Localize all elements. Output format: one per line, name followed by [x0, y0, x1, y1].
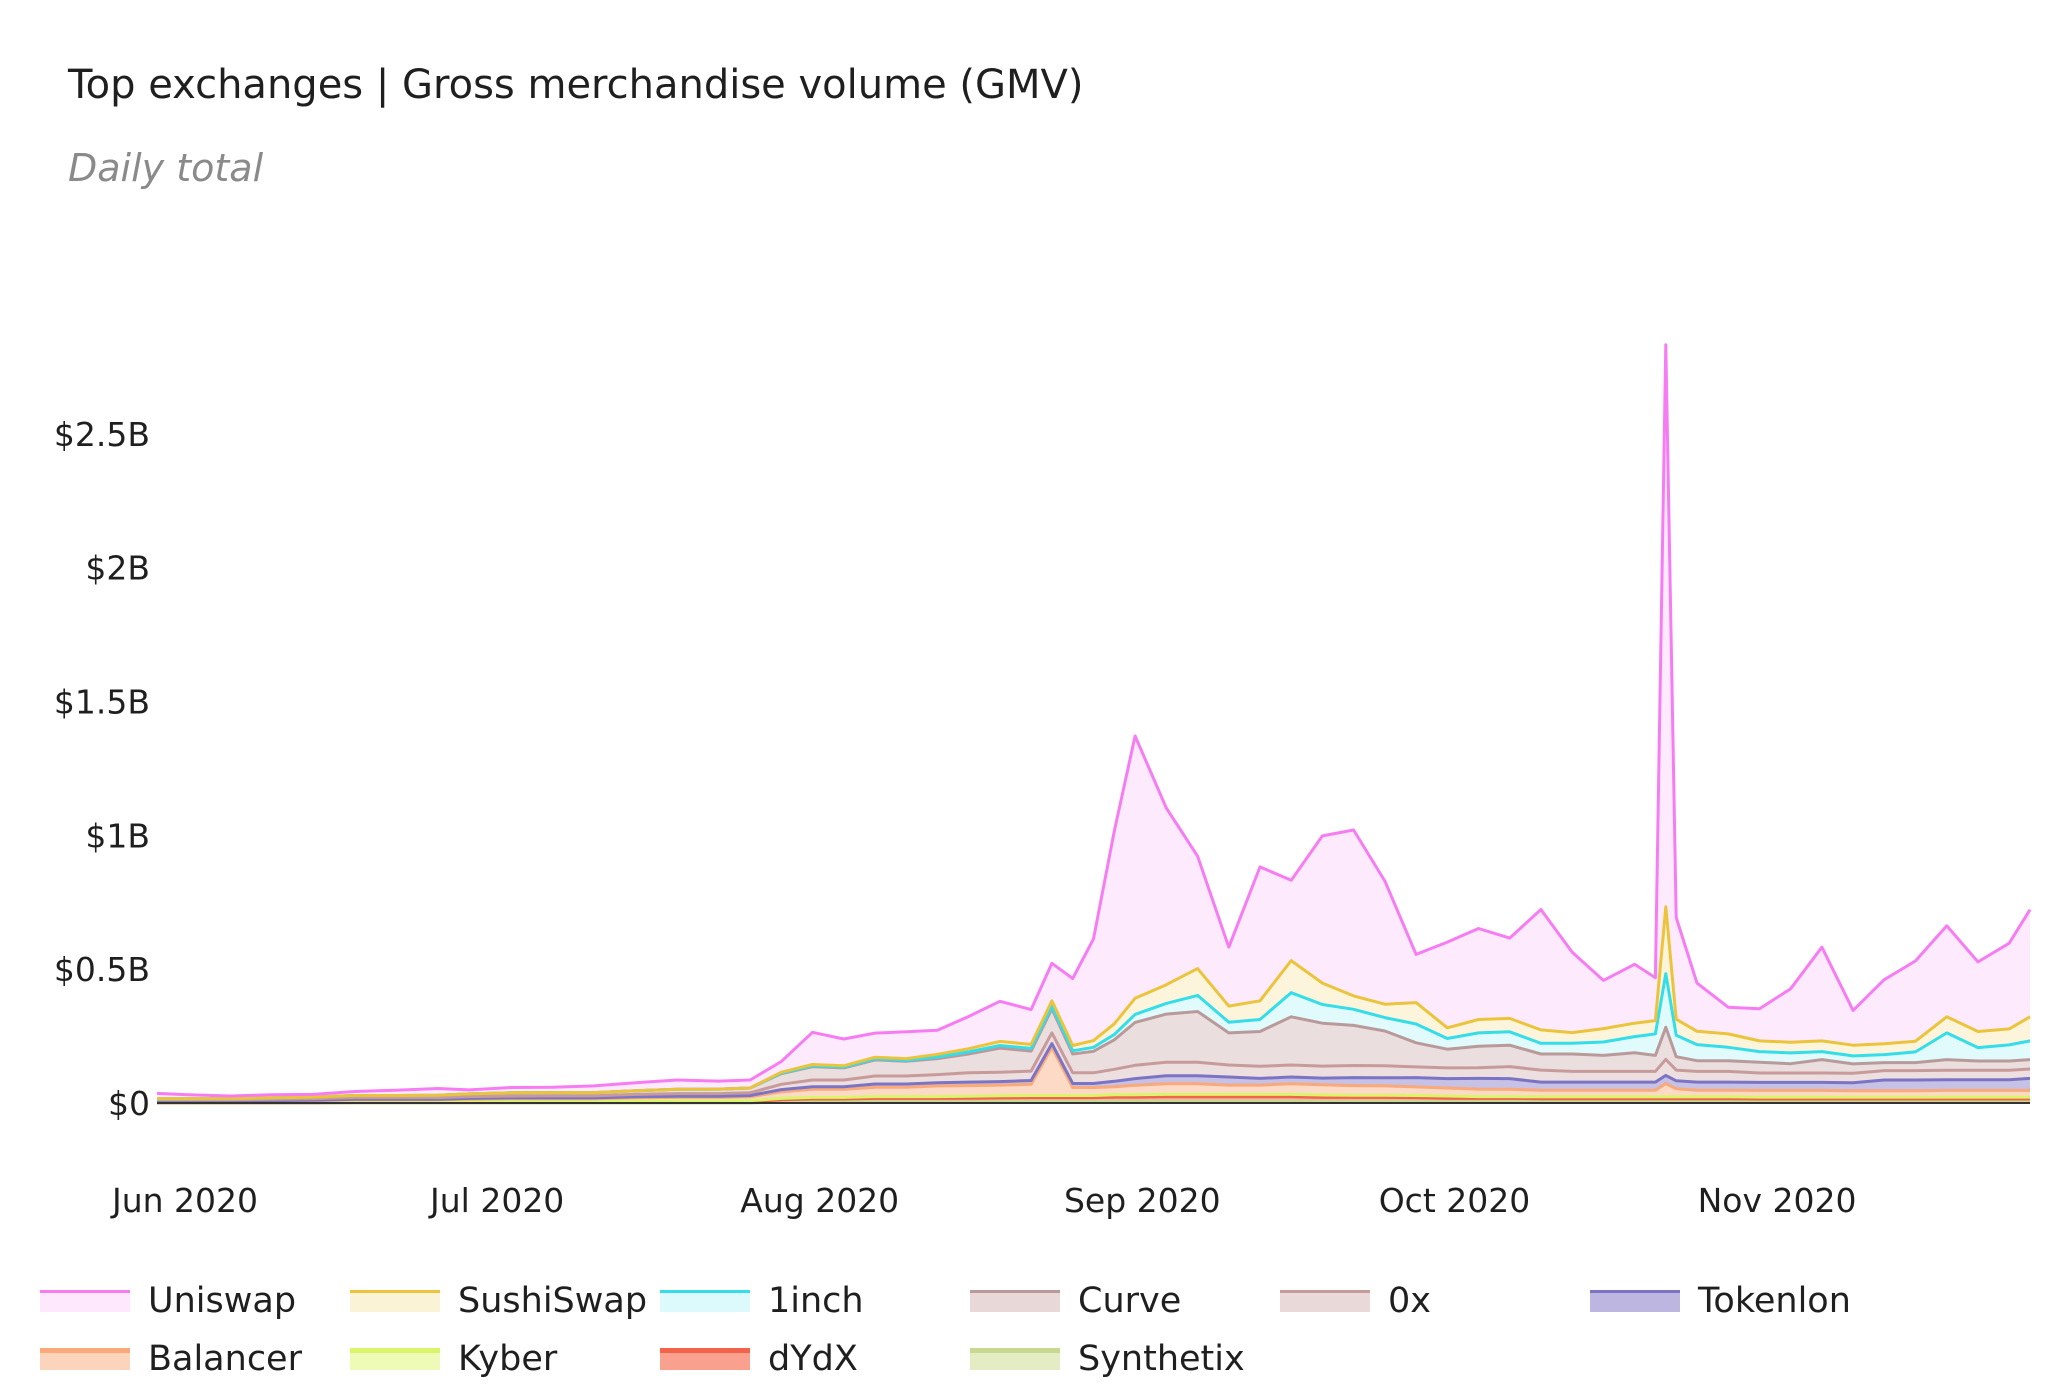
legend-label: Uniswap [148, 1281, 297, 1321]
legend-label: 1inch [768, 1281, 864, 1321]
y-tick-label: $2.5B [54, 415, 150, 454]
legend-swatch [40, 1348, 130, 1370]
legend-label: Kyber [458, 1339, 558, 1379]
legend-item-curve[interactable]: Curve [970, 1276, 1181, 1326]
legend-swatch [350, 1290, 440, 1312]
area-uniswap [157, 344, 2030, 1099]
legend-item-uniswap[interactable]: Uniswap [40, 1276, 296, 1326]
legend-swatch [350, 1348, 440, 1370]
y-axis: $0 $0.5B $1B $1.5B $2B $2.5B [54, 415, 150, 1123]
y-tick-label: $1B [85, 816, 150, 855]
line-uniswap [156, 343, 2032, 1098]
y-tick-label: $0 [108, 1084, 150, 1123]
x-tick-label: Oct 2020 [1379, 1181, 1531, 1220]
legend-swatch [1280, 1290, 1370, 1312]
legend-item-1inch[interactable]: 1inch [660, 1276, 864, 1326]
legend-swatch [1590, 1290, 1680, 1312]
plot-area: $0 $0.5B $1B $1.5B $2B $2.5B Jun 2020 Jul 2020… [54, 343, 2032, 1220]
legend-swatch [970, 1348, 1060, 1370]
x-tick-label: Jul 2020 [428, 1181, 564, 1220]
legend-label: Curve [1078, 1281, 1182, 1321]
legend-label: Tokenlon [1698, 1281, 1851, 1321]
y-tick-label: $1.5B [54, 683, 150, 722]
legend-label: Balancer [148, 1339, 302, 1379]
line-sushiswap [157, 905, 2031, 1101]
legend-item-balancer[interactable]: Balancer [40, 1334, 302, 1384]
legend-swatch [660, 1348, 750, 1370]
legend-label: 0x [1388, 1281, 1431, 1321]
chart-subtitle: Daily total [68, 146, 264, 190]
area-1inch [157, 973, 2030, 1099]
legend-item-kyber[interactable]: Kyber [350, 1334, 557, 1384]
x-tick-label: Aug 2020 [740, 1181, 899, 1220]
line-kyber [157, 1092, 2030, 1104]
line-0x [157, 1031, 2031, 1102]
chart-title: Top exchanges | Gross merchandise volume… [68, 62, 1084, 108]
legend-swatch [40, 1290, 130, 1312]
line-tokenlon [157, 1042, 2031, 1103]
legend-label: Synthetix [1078, 1339, 1245, 1379]
x-axis: Jun 2020 Jul 2020 Aug 2020 Sep 2020 Oct 2020… [110, 1181, 1857, 1220]
y-tick-label: $2B [85, 549, 150, 588]
legend-item-0x[interactable]: 0x [1280, 1276, 1431, 1326]
legend-label: dYdX [768, 1339, 858, 1379]
legend-item-dydx[interactable]: dYdX [660, 1334, 858, 1384]
legend-swatch [660, 1290, 750, 1312]
legend-item-tokenlon[interactable]: Tokenlon [1590, 1276, 1851, 1326]
legend-item-sushiswap[interactable]: SushiSwap [350, 1276, 647, 1326]
legend-item-synthetix[interactable]: Synthetix [970, 1334, 1245, 1384]
legend-label: SushiSwap [458, 1281, 648, 1321]
area-tokenlon [157, 1043, 2030, 1102]
stacked-areas [156, 343, 2032, 1105]
x-tick-label: Jun 2020 [110, 1181, 258, 1220]
y-tick-label: $0.5B [54, 950, 150, 989]
x-tick-label: Sep 2020 [1064, 1181, 1221, 1220]
x-tick-label: Nov 2020 [1698, 1181, 1857, 1220]
area-curve [157, 1008, 2030, 1100]
legend-swatch [970, 1290, 1060, 1312]
